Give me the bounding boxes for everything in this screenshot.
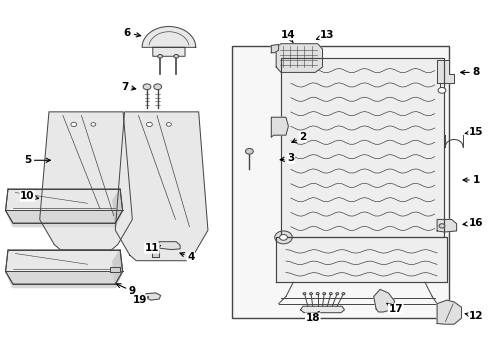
Polygon shape — [281, 58, 444, 237]
Circle shape — [166, 123, 171, 126]
Text: 15: 15 — [464, 127, 482, 136]
Circle shape — [309, 293, 312, 295]
Polygon shape — [300, 306, 344, 313]
Text: 6: 6 — [123, 28, 141, 38]
Polygon shape — [276, 44, 322, 72]
Polygon shape — [142, 27, 195, 56]
Text: 9: 9 — [116, 284, 136, 296]
Circle shape — [158, 54, 162, 58]
Text: 5: 5 — [24, 155, 50, 165]
Polygon shape — [5, 250, 122, 271]
Polygon shape — [146, 293, 160, 300]
Text: 11: 11 — [144, 243, 160, 253]
Circle shape — [274, 231, 292, 244]
Text: 17: 17 — [386, 303, 402, 314]
Polygon shape — [152, 250, 159, 257]
Circle shape — [173, 54, 178, 58]
Circle shape — [335, 293, 338, 295]
Circle shape — [437, 87, 445, 93]
Circle shape — [316, 293, 319, 295]
Polygon shape — [159, 242, 180, 249]
Text: 16: 16 — [462, 218, 482, 228]
Circle shape — [245, 148, 253, 154]
Polygon shape — [436, 300, 461, 324]
Polygon shape — [110, 267, 120, 272]
Polygon shape — [271, 44, 278, 53]
Circle shape — [329, 293, 331, 295]
Polygon shape — [40, 112, 132, 250]
Text: 19: 19 — [132, 295, 148, 305]
Polygon shape — [436, 60, 453, 83]
Circle shape — [154, 84, 161, 90]
Circle shape — [91, 123, 96, 126]
Text: 1: 1 — [462, 175, 479, 185]
Text: 8: 8 — [460, 67, 479, 77]
Circle shape — [279, 234, 287, 240]
Circle shape — [438, 224, 444, 228]
Circle shape — [322, 293, 325, 295]
Text: 4: 4 — [180, 252, 194, 262]
Circle shape — [341, 293, 344, 295]
Polygon shape — [115, 112, 207, 261]
Polygon shape — [5, 189, 122, 211]
Polygon shape — [5, 271, 122, 288]
Bar — [232, 45, 448, 318]
Polygon shape — [5, 211, 122, 226]
Text: 18: 18 — [305, 312, 319, 323]
Polygon shape — [276, 237, 446, 282]
Text: 13: 13 — [316, 30, 334, 40]
Text: 10: 10 — [20, 191, 39, 201]
Text: 7: 7 — [121, 82, 136, 92]
Polygon shape — [373, 289, 394, 312]
Polygon shape — [271, 117, 288, 137]
Circle shape — [143, 84, 151, 90]
Polygon shape — [436, 220, 456, 232]
Circle shape — [146, 122, 152, 127]
Text: 3: 3 — [280, 153, 294, 163]
Circle shape — [71, 122, 77, 127]
Polygon shape — [113, 189, 122, 226]
Circle shape — [303, 293, 305, 295]
Text: 2: 2 — [291, 132, 306, 143]
Text: 12: 12 — [464, 311, 482, 321]
Polygon shape — [113, 250, 122, 288]
Text: 14: 14 — [281, 30, 295, 43]
